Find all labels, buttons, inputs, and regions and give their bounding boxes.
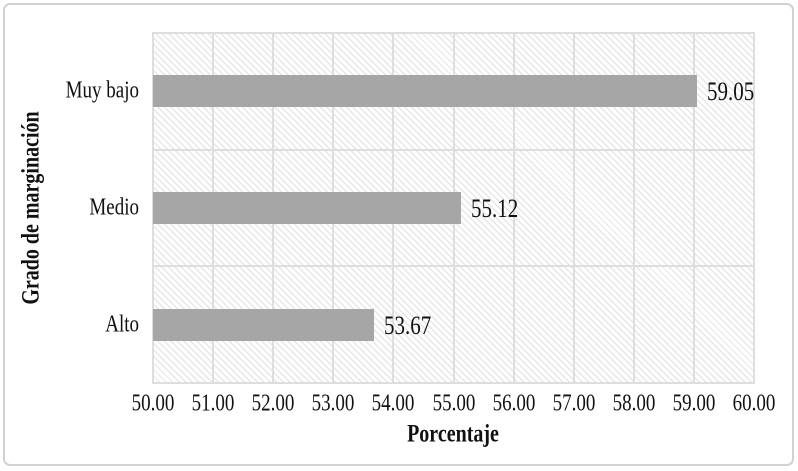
h-gridline (152, 149, 755, 151)
category-label: Medio (89, 193, 139, 221)
x-axis-tick-text: 52.00 (251, 389, 295, 417)
x-axis-tick-text: 57.00 (552, 389, 596, 417)
bar (153, 192, 461, 224)
x-axis-tick-text: 59.00 (672, 389, 716, 417)
plot-area: 59.05 55.12 53.67 (152, 32, 755, 384)
x-axis-title-text: Porcentaje (407, 419, 499, 449)
x-axis-tick-text: 51.00 (191, 389, 235, 417)
chart-border-frame: 59.05 55.12 53.67 Muy bajo Medio Alto 50.00 5… (3, 3, 794, 466)
x-axis-tick-label: 50.00 (118, 390, 188, 417)
bar (153, 309, 374, 341)
x-axis-tick-label: 59.00 (659, 390, 729, 417)
v-gridline (633, 32, 635, 384)
x-axis-tick-label: 58.00 (599, 390, 669, 417)
x-axis-tick-label: 51.00 (178, 390, 248, 417)
x-axis-tick-text: 53.00 (311, 389, 355, 417)
bar (153, 75, 697, 107)
v-gridline (693, 32, 695, 384)
x-axis-tick-label: 57.00 (539, 390, 609, 417)
x-axis-tick-text: 55.00 (432, 389, 476, 417)
bar-value-label: 53.67 (384, 309, 432, 341)
x-axis-tick-text: 56.00 (492, 389, 536, 417)
x-axis-tick-text: 50.00 (131, 389, 175, 417)
bar-value-label: 59.05 (707, 75, 755, 107)
x-axis-tick-label: 60.00 (719, 390, 789, 417)
category-label: Alto (105, 310, 139, 338)
v-gridline (513, 32, 515, 384)
h-gridline (152, 382, 755, 384)
x-axis-tick-text: 54.00 (371, 389, 415, 417)
h-gridline (152, 32, 755, 34)
x-axis-tick-label: 54.00 (358, 390, 428, 417)
x-axis-tick-label: 55.00 (419, 390, 489, 417)
x-axis-tick-text: 60.00 (732, 389, 776, 417)
x-axis-title: Porcentaje (303, 420, 603, 448)
bar-value-label: 55.12 (471, 192, 519, 224)
x-axis-tick-label: 52.00 (238, 390, 308, 417)
category-label: Muy bajo (65, 76, 139, 104)
x-axis-tick-text: 58.00 (612, 389, 656, 417)
x-axis-tick-label: 53.00 (298, 390, 368, 417)
x-axis-tick-label: 56.00 (479, 390, 549, 417)
y-axis-title: Grado de marginación (16, 111, 46, 305)
h-gridline (152, 265, 755, 267)
v-gridline (753, 32, 755, 384)
v-gridline (573, 32, 575, 384)
